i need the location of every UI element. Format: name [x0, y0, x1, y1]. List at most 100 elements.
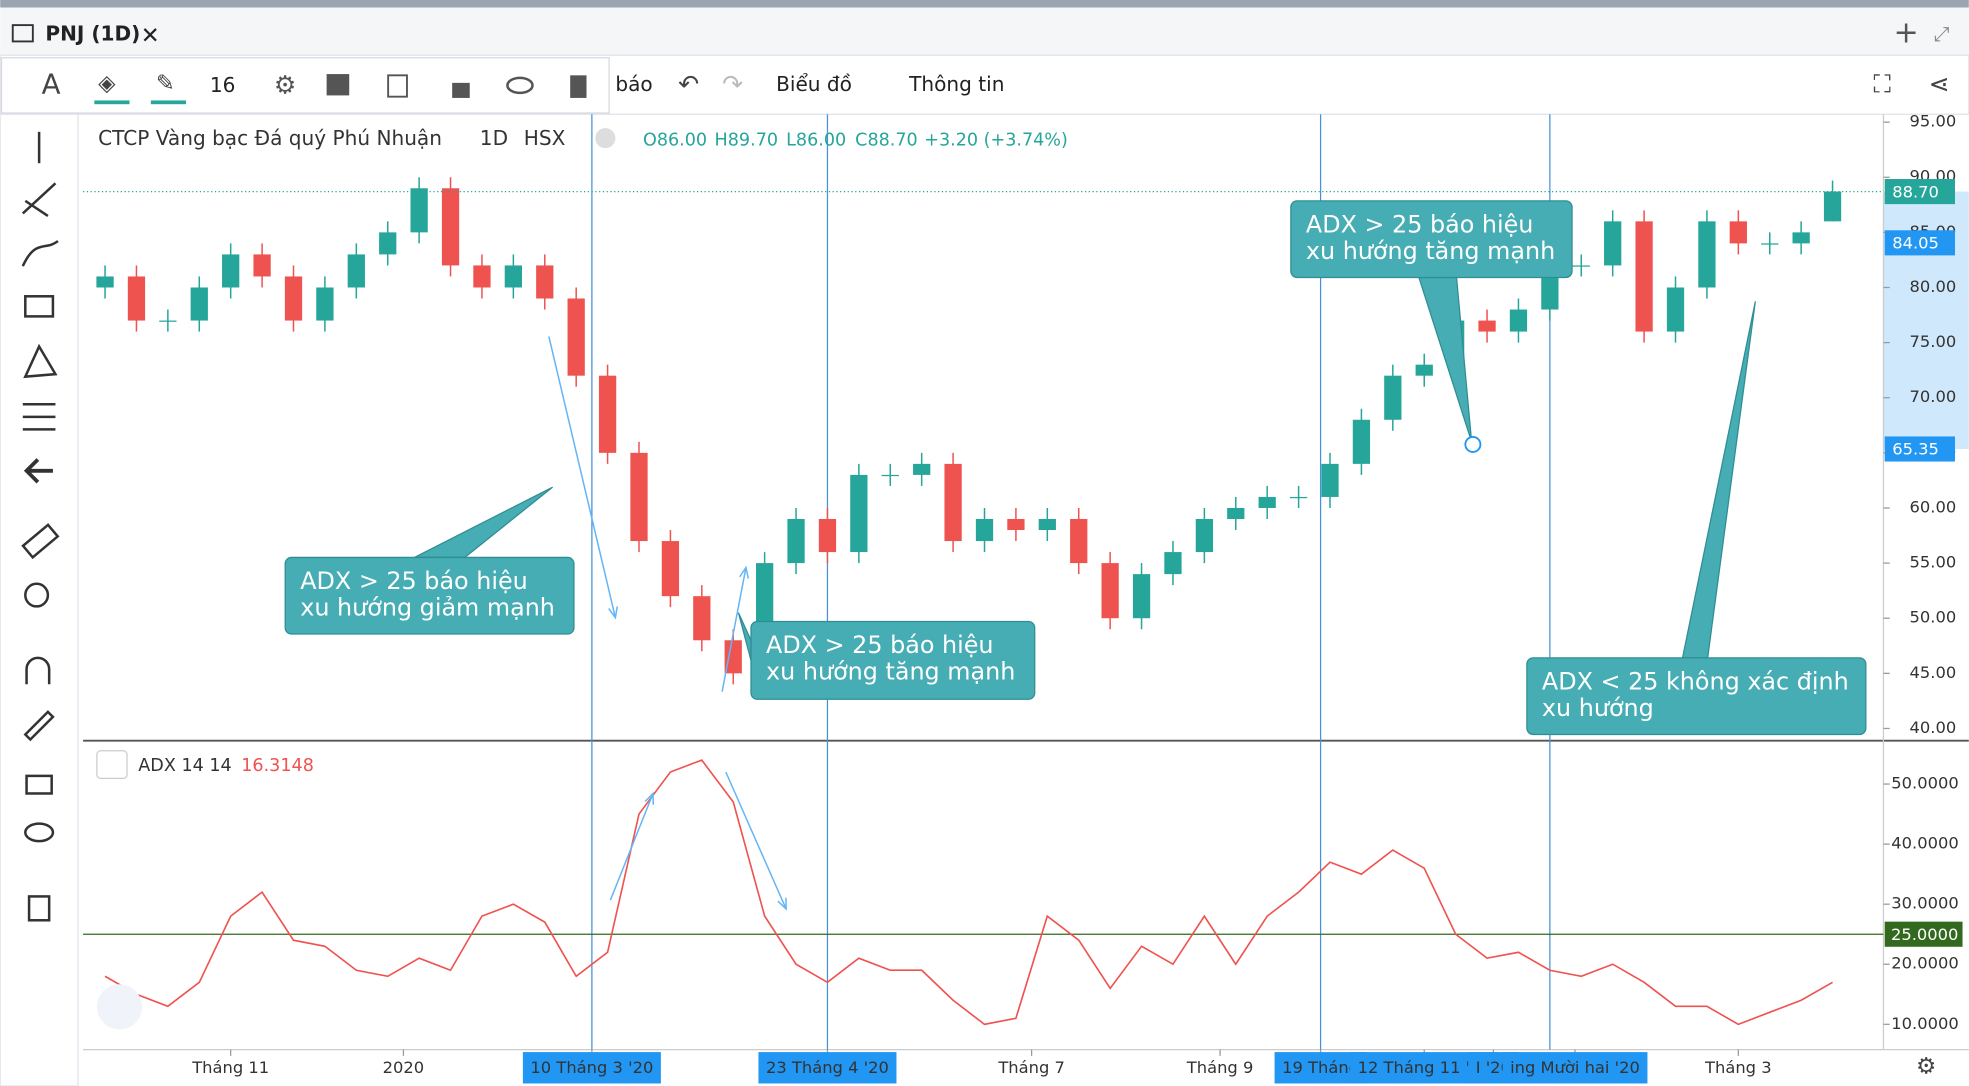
left-tools — [21, 131, 60, 922]
level-label: 25.0000 — [1891, 925, 1958, 944]
candle-body — [1635, 221, 1653, 332]
callout — [1290, 200, 1573, 279]
price-label: 88.70 — [1892, 182, 1939, 201]
candle-body — [1038, 518, 1056, 531]
fullscreen[interactable]: ⛶ — [1873, 69, 1891, 98]
x-tick-highlight — [1502, 1052, 1648, 1084]
y-tick-label: 40.00 — [1910, 718, 1957, 737]
candle-body — [1478, 320, 1496, 332]
collapse-legend[interactable] — [595, 128, 616, 149]
x-tick-label: 10 Tháng 3 '20 — [530, 1058, 653, 1077]
plot-area: 40.0045.0050.0055.0060.0065.0070.0075.00… — [83, 112, 1969, 1084]
indicator-toggle[interactable] — [96, 750, 128, 780]
candle-body — [1384, 375, 1402, 420]
callout-text: xu hướng — [1542, 694, 1654, 722]
candle-body — [253, 254, 271, 277]
legend-name: CTCP Vàng bạc Đá quý Phú Nhuận — [98, 126, 442, 150]
axis-settings[interactable]: ⚙ — [1916, 1054, 1936, 1080]
level-label-box — [1884, 921, 1963, 947]
legend-low: L86.00 — [786, 131, 846, 151]
info-menu[interactable]: Thông tin — [908, 72, 1004, 96]
add-button[interactable]: + — [1893, 15, 1918, 50]
text-tool[interactable]: A — [42, 67, 61, 100]
x-tick-highlight — [758, 1052, 897, 1084]
left-toolbar — [0, 113, 79, 1086]
candle-body — [1258, 496, 1276, 508]
x-tick-label: 19 Tháng — [1282, 1058, 1359, 1077]
candle-body — [1227, 507, 1245, 519]
candle-body — [504, 265, 523, 288]
candle-body — [1509, 309, 1528, 332]
chart-menu[interactable]: Biểu đồ — [776, 72, 852, 96]
drawing-toolbar — [0, 57, 610, 114]
delete-tool[interactable] — [570, 75, 587, 98]
price-label: 65.35 — [1892, 440, 1939, 459]
close-button[interactable]: ✕ — [141, 23, 160, 49]
candle-body — [379, 232, 397, 255]
y-tick-label: 70.00 — [1910, 387, 1957, 406]
redo[interactable]: ↷ — [722, 69, 743, 98]
candle-body — [975, 518, 994, 542]
callout — [750, 620, 1036, 700]
candle-body — [127, 276, 146, 321]
candle-body — [630, 452, 648, 542]
top-border — [0, 0, 1969, 8]
candle-body — [1321, 463, 1339, 497]
price-label-box — [1884, 230, 1955, 256]
candle-body — [284, 276, 303, 321]
expand-button[interactable]: ⤢ — [1934, 22, 1950, 46]
line-color[interactable] — [150, 100, 187, 105]
candle-body — [1604, 221, 1622, 266]
callout-text: ADX > 25 báo hiệu — [1306, 210, 1534, 238]
y-tick-label: 50.0000 — [1891, 774, 1958, 793]
arrow-head — [644, 791, 655, 805]
candle-body — [1666, 287, 1685, 332]
candle-body — [222, 254, 240, 288]
title-bar — [0, 7, 1969, 56]
callout-text: xu hướng tăng mạnh — [766, 657, 1015, 685]
alert-button[interactable]: báo — [615, 72, 652, 96]
clone-tool[interactable] — [387, 74, 408, 98]
pen-tool[interactable]: ✎ — [156, 71, 175, 97]
arrow — [548, 336, 617, 618]
candle-body — [410, 188, 428, 233]
chart-icon — [11, 24, 34, 43]
candle-body — [473, 265, 491, 288]
x-tick-label: Tháng 7 — [997, 1058, 1065, 1077]
visibility-tool[interactable] — [506, 76, 534, 95]
x-tick-label: Tháng 9 — [1186, 1058, 1254, 1077]
callout — [284, 556, 575, 635]
candle-body — [1572, 265, 1590, 267]
arrow-head — [739, 565, 750, 579]
price-label-box — [1884, 436, 1955, 462]
x-tick-label: 2020 — [383, 1058, 425, 1077]
callout-text: ADX > 25 báo hiệu — [300, 567, 528, 595]
candle-body — [347, 254, 365, 288]
font-size[interactable]: 16 — [210, 73, 236, 97]
candle-body — [1007, 518, 1025, 531]
y-tick-label: 40.0000 — [1891, 834, 1958, 853]
indicator-name: ADX 14 14 — [138, 756, 231, 776]
undo[interactable]: ↶ — [678, 69, 699, 98]
candle-body — [1132, 574, 1151, 619]
callout-text: ADX > 25 báo hiệu — [766, 631, 994, 659]
fill-color[interactable] — [94, 100, 130, 105]
price-label: 84.05 — [1892, 234, 1939, 253]
candle-body — [1289, 496, 1308, 499]
candle-body — [1823, 191, 1842, 222]
x-tick-label: I '20 — [1476, 1058, 1511, 1077]
candle-body — [1761, 243, 1779, 245]
candle-body — [441, 188, 460, 266]
x-tick-label: 23 Tháng 4 '20 — [766, 1058, 889, 1077]
lock-tool[interactable] — [452, 82, 470, 98]
fill-tool[interactable]: ◈ — [98, 71, 116, 97]
x-tick-highlight — [522, 1052, 661, 1084]
layer-tool[interactable] — [326, 74, 350, 96]
candle-body — [1164, 552, 1182, 575]
share[interactable]: ⋖ — [1929, 69, 1950, 98]
settings[interactable]: ⚙ — [274, 71, 297, 100]
candle-body — [96, 276, 114, 288]
candle-body — [1352, 419, 1371, 464]
